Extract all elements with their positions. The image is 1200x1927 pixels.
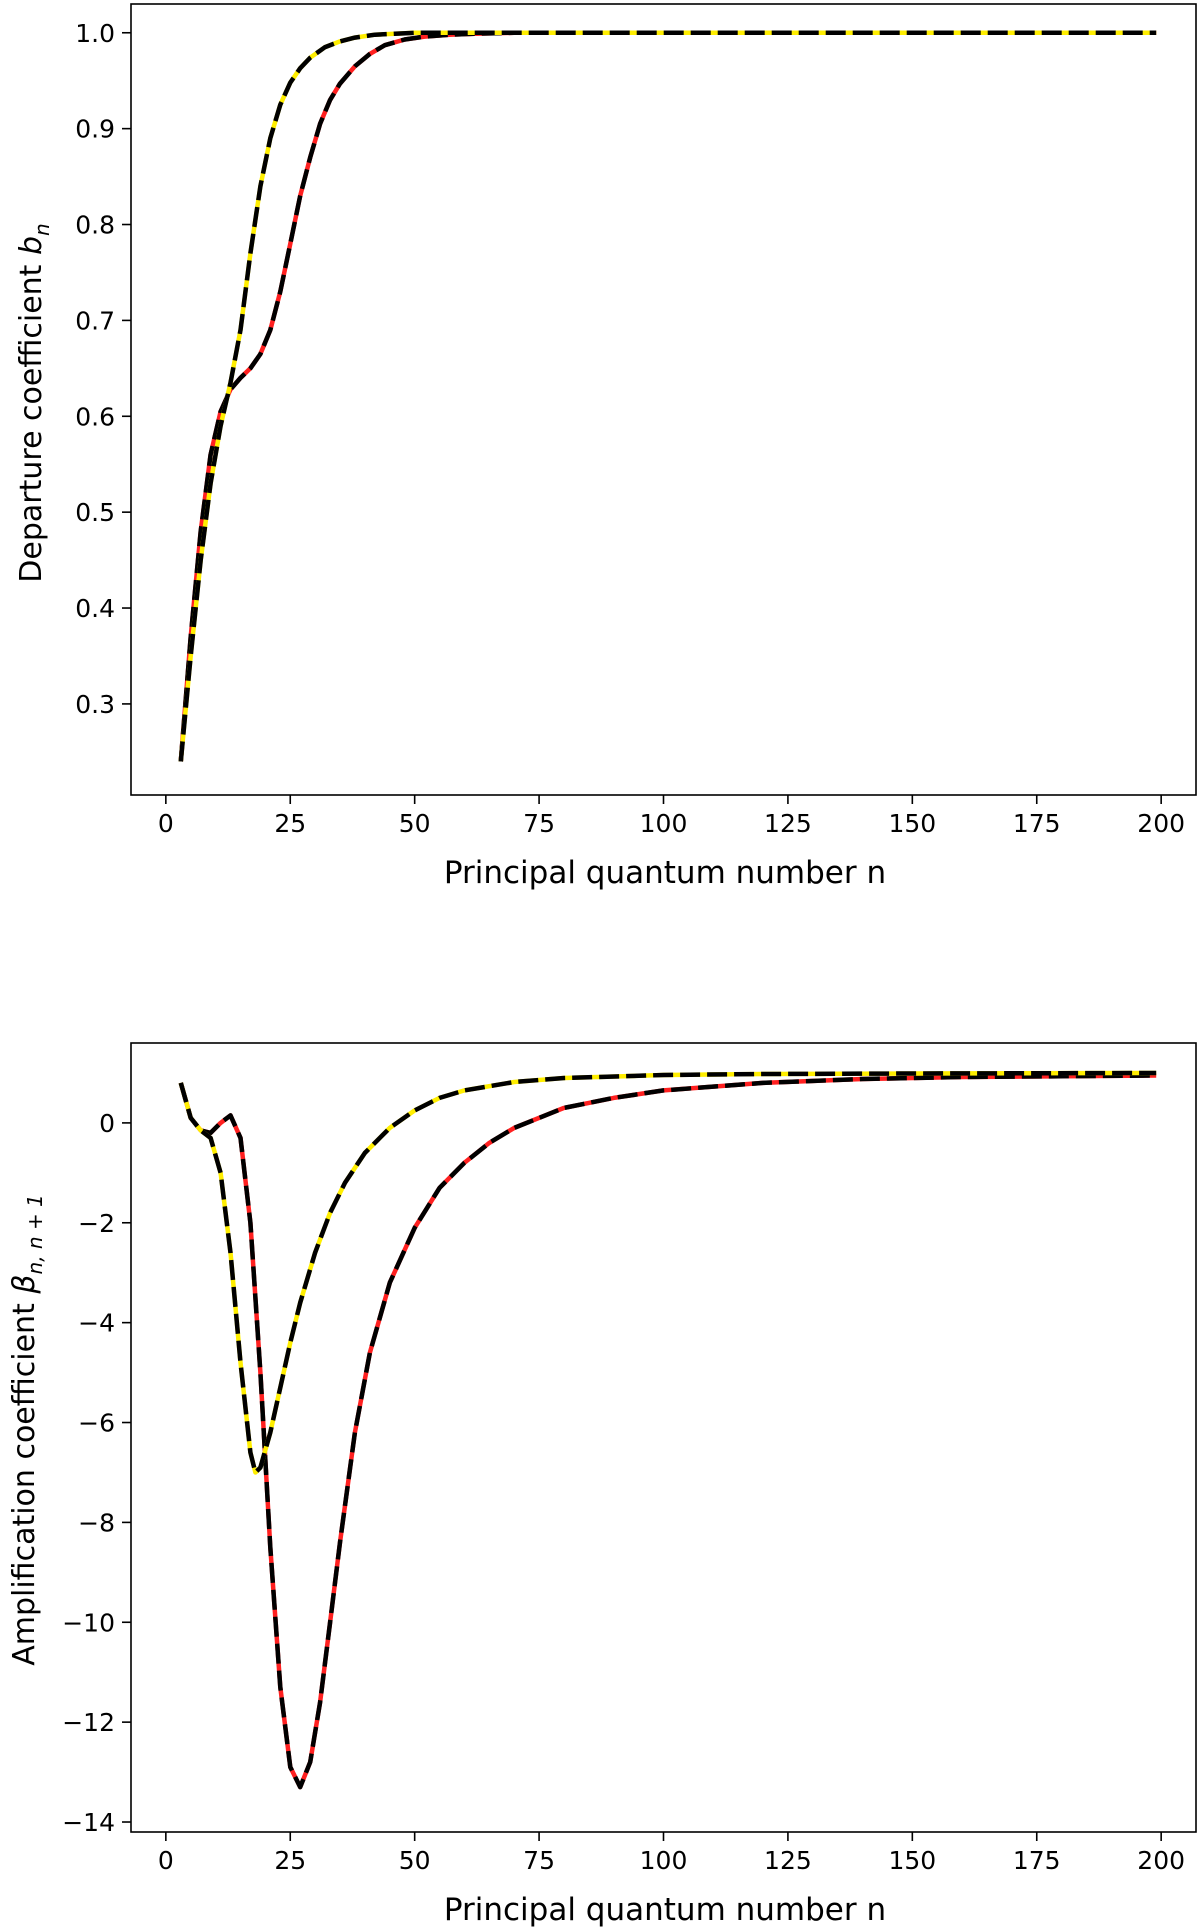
x-tick-label: 125 (764, 809, 812, 838)
x-tick-label: 200 (1137, 1846, 1185, 1875)
amplification-coefficient-panel: Principal quantum number n Amplification… (7, 1042, 1197, 1927)
x-axis-label: Principal quantum number n (444, 855, 886, 891)
y-tick-label: −12 (62, 1708, 115, 1737)
y-tick-label: 0.3 (75, 690, 115, 719)
y-tick-label: −4 (78, 1309, 115, 1338)
x-tick-label: 0 (158, 1846, 174, 1875)
x-axis-label: Principal quantum number n (444, 1892, 886, 1927)
y-tick-label: 1.0 (75, 19, 115, 48)
x-tick-label: 100 (640, 809, 688, 838)
y-axis-label-symbol: β (7, 1274, 42, 1294)
x-tick-label: 100 (640, 1846, 688, 1875)
series-1-dash-overlay (178, 30, 1157, 762)
y-tick-label: 0.8 (75, 211, 115, 240)
x-tick-label: 0 (158, 809, 174, 838)
y-tick-label: −6 (78, 1409, 115, 1438)
y-tick-label: 0.5 (75, 498, 115, 527)
departure-coefficient-panel: Principal quantum number n Departure coe… (14, 3, 1197, 891)
y-axis-label: Departure coefficient bn (14, 223, 54, 582)
x-tick-label: 125 (764, 1846, 812, 1875)
x-tick-label: 50 (399, 809, 431, 838)
y-axis-label-symbol: b (14, 236, 49, 255)
y-tick-label: 0.7 (75, 306, 115, 335)
y-tick-label: 0 (99, 1109, 115, 1138)
y-tick-label: −14 (62, 1808, 115, 1837)
y-tick-label: −8 (78, 1508, 115, 1537)
series-0-dash-overlay (178, 1073, 1157, 1790)
y-tick-label: 0.6 (75, 402, 115, 431)
y-axis-label-subscript: n, n + 1 (23, 1194, 47, 1274)
x-tick-label: 25 (274, 1846, 306, 1875)
x-tick-label: 75 (523, 1846, 555, 1875)
x-tick-label: 150 (888, 809, 936, 838)
x-tick-label: 50 (399, 1846, 431, 1875)
x-tick-label: 175 (1013, 809, 1061, 838)
x-tick-label: 200 (1137, 809, 1185, 838)
y-axis-label-main: Amplification coefficient (7, 1294, 42, 1666)
y-tick-label: −2 (78, 1209, 115, 1238)
y-axis-label-subscript: n (30, 223, 54, 236)
x-tick-label: 25 (274, 809, 306, 838)
y-tick-label: 0.9 (75, 115, 115, 144)
series-1-dash-overlay (178, 1070, 1157, 1475)
x-tick-label: 75 (523, 809, 555, 838)
x-tick-label: 175 (1013, 1846, 1061, 1875)
y-axis-label: Amplification coefficient βn, n + 1 (7, 1194, 47, 1666)
y-axis-label-main: Departure coefficient (14, 255, 49, 583)
y-tick-label: −10 (62, 1608, 115, 1637)
x-tick-label: 150 (888, 1846, 936, 1875)
y-tick-label: 0.4 (75, 594, 115, 623)
